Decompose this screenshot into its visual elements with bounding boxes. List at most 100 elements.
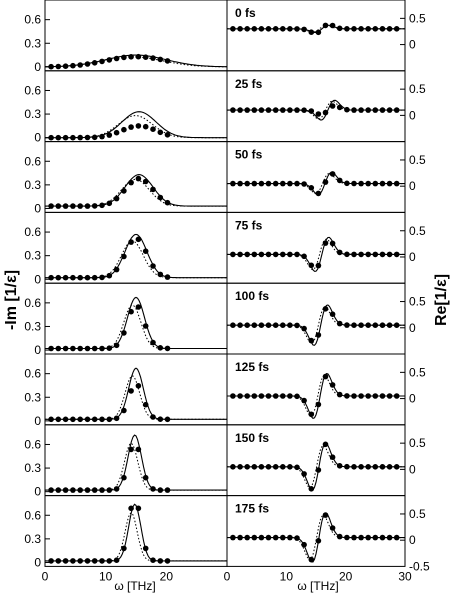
- im-data-point: [106, 132, 113, 138]
- re-data-point: [258, 464, 265, 470]
- re-data-point: [251, 180, 258, 187]
- re-data-point: [329, 454, 336, 461]
- right-panel-frame: [226, 495, 406, 567]
- re-data-point: [351, 251, 357, 258]
- re-data-point: [272, 534, 279, 541]
- re-data-point: [301, 181, 307, 187]
- im-data-point: [84, 345, 91, 352]
- right-y-tick-label: 0: [409, 250, 416, 264]
- re-data-point: [336, 463, 343, 469]
- left-panel-frame: [44, 282, 228, 355]
- left-y-tick-label: 0.6: [24, 296, 41, 310]
- im-data-point: [121, 126, 127, 133]
- im-data-point: [84, 274, 91, 281]
- re-data-point: [358, 464, 364, 470]
- im-data-point: [128, 239, 134, 245]
- im-data-point: [150, 486, 156, 492]
- im-data-point: [135, 236, 142, 243]
- im-data-point: [99, 58, 105, 65]
- left-panel-frame: [44, 141, 228, 213]
- im-data-point: [150, 186, 156, 193]
- im-data-point: [157, 416, 164, 423]
- im-data-point: [99, 345, 105, 352]
- panel-2: 25 fs 0 0.3 0.6 0 0.5: [24, 70, 426, 145]
- im-model-curve: [45, 434, 227, 491]
- re-data-point: [294, 180, 300, 187]
- re-data-point: [272, 26, 279, 32]
- right-y-tick-label: 0: [409, 38, 416, 52]
- re-data-point: [301, 325, 307, 332]
- im-data-point: [113, 55, 120, 62]
- re-data-point: [301, 397, 307, 404]
- re-data-point: [358, 393, 364, 399]
- re-data-point: [265, 464, 272, 470]
- left-panel-frame: [44, 211, 228, 284]
- re-data-point: [329, 240, 336, 247]
- left-x-tick-label: 20: [160, 569, 174, 583]
- re-data-point: [308, 29, 315, 35]
- im-data-point: [77, 203, 83, 209]
- re-data-point: [237, 393, 243, 399]
- left-y-tick-label: 0.3: [24, 390, 41, 404]
- im-data-point: [113, 486, 120, 492]
- im-data-point: [121, 188, 127, 194]
- panel-6: 125 fs 0 0.3 0.6 0 0.5: [24, 353, 426, 428]
- im-data-point: [48, 134, 54, 141]
- re-data-point: [372, 26, 379, 32]
- left-x-tick-label: 0: [42, 569, 49, 583]
- re-data-point: [329, 525, 336, 531]
- re-data-point: [351, 26, 357, 32]
- re-data-point: [344, 393, 350, 399]
- re-data-point: [358, 180, 364, 187]
- re-data-point: [315, 467, 322, 473]
- im-data-point: [164, 558, 171, 564]
- im-data-point: [84, 487, 91, 493]
- left-y-tick-label: 0.3: [24, 107, 41, 121]
- re-data-point: [379, 26, 386, 32]
- im-data-point: [142, 401, 149, 408]
- re-data-point: [336, 249, 343, 256]
- im-data-point: [91, 416, 98, 423]
- re-data-point: [287, 534, 293, 541]
- re-data-point: [280, 107, 286, 113]
- im-model-curve: [45, 296, 227, 350]
- re-data-point: [308, 556, 315, 563]
- right-y-tick-label: 0: [409, 321, 416, 335]
- re-data-point: [386, 393, 393, 399]
- re-data-point: [237, 26, 243, 32]
- im-data-point: [113, 415, 120, 422]
- im-data-point: [121, 407, 127, 414]
- re-data-point: [322, 240, 329, 246]
- re-data-point: [230, 26, 236, 32]
- right-y-tick-label: 0.5: [409, 507, 426, 521]
- im-data-point: [77, 487, 83, 493]
- im-data-point: [164, 487, 171, 493]
- re-data-point: [322, 441, 329, 448]
- im-data-point: [150, 126, 156, 132]
- re-data-point: [287, 180, 293, 187]
- re-data-point: [244, 322, 250, 329]
- re-data-point: [251, 464, 258, 470]
- re-data-point: [272, 107, 279, 113]
- re-data-point: [294, 26, 300, 32]
- im-data-point: [150, 55, 156, 61]
- re-data-point: [322, 512, 329, 518]
- im-data-point: [150, 339, 156, 346]
- re-data-point: [372, 464, 379, 470]
- x-ticks: 0 10 20 0 10 20 30: [42, 569, 412, 583]
- right-y-tick-label: 0.5: [409, 295, 426, 309]
- re-data-point: [351, 107, 357, 113]
- re-data-point: [386, 107, 393, 113]
- re-fit-curve: [227, 100, 405, 120]
- im-data-point: [55, 416, 62, 423]
- re-data-point: [379, 107, 386, 113]
- re-data-point: [358, 107, 364, 113]
- re-data-point: [272, 464, 279, 470]
- re-data-point: [251, 251, 258, 258]
- re-data-point: [287, 322, 293, 329]
- re-data-point: [244, 107, 250, 113]
- im-data-point: [135, 304, 142, 310]
- im-data-point: [70, 558, 76, 564]
- im-data-point: [128, 446, 134, 453]
- im-data-point: [135, 175, 142, 182]
